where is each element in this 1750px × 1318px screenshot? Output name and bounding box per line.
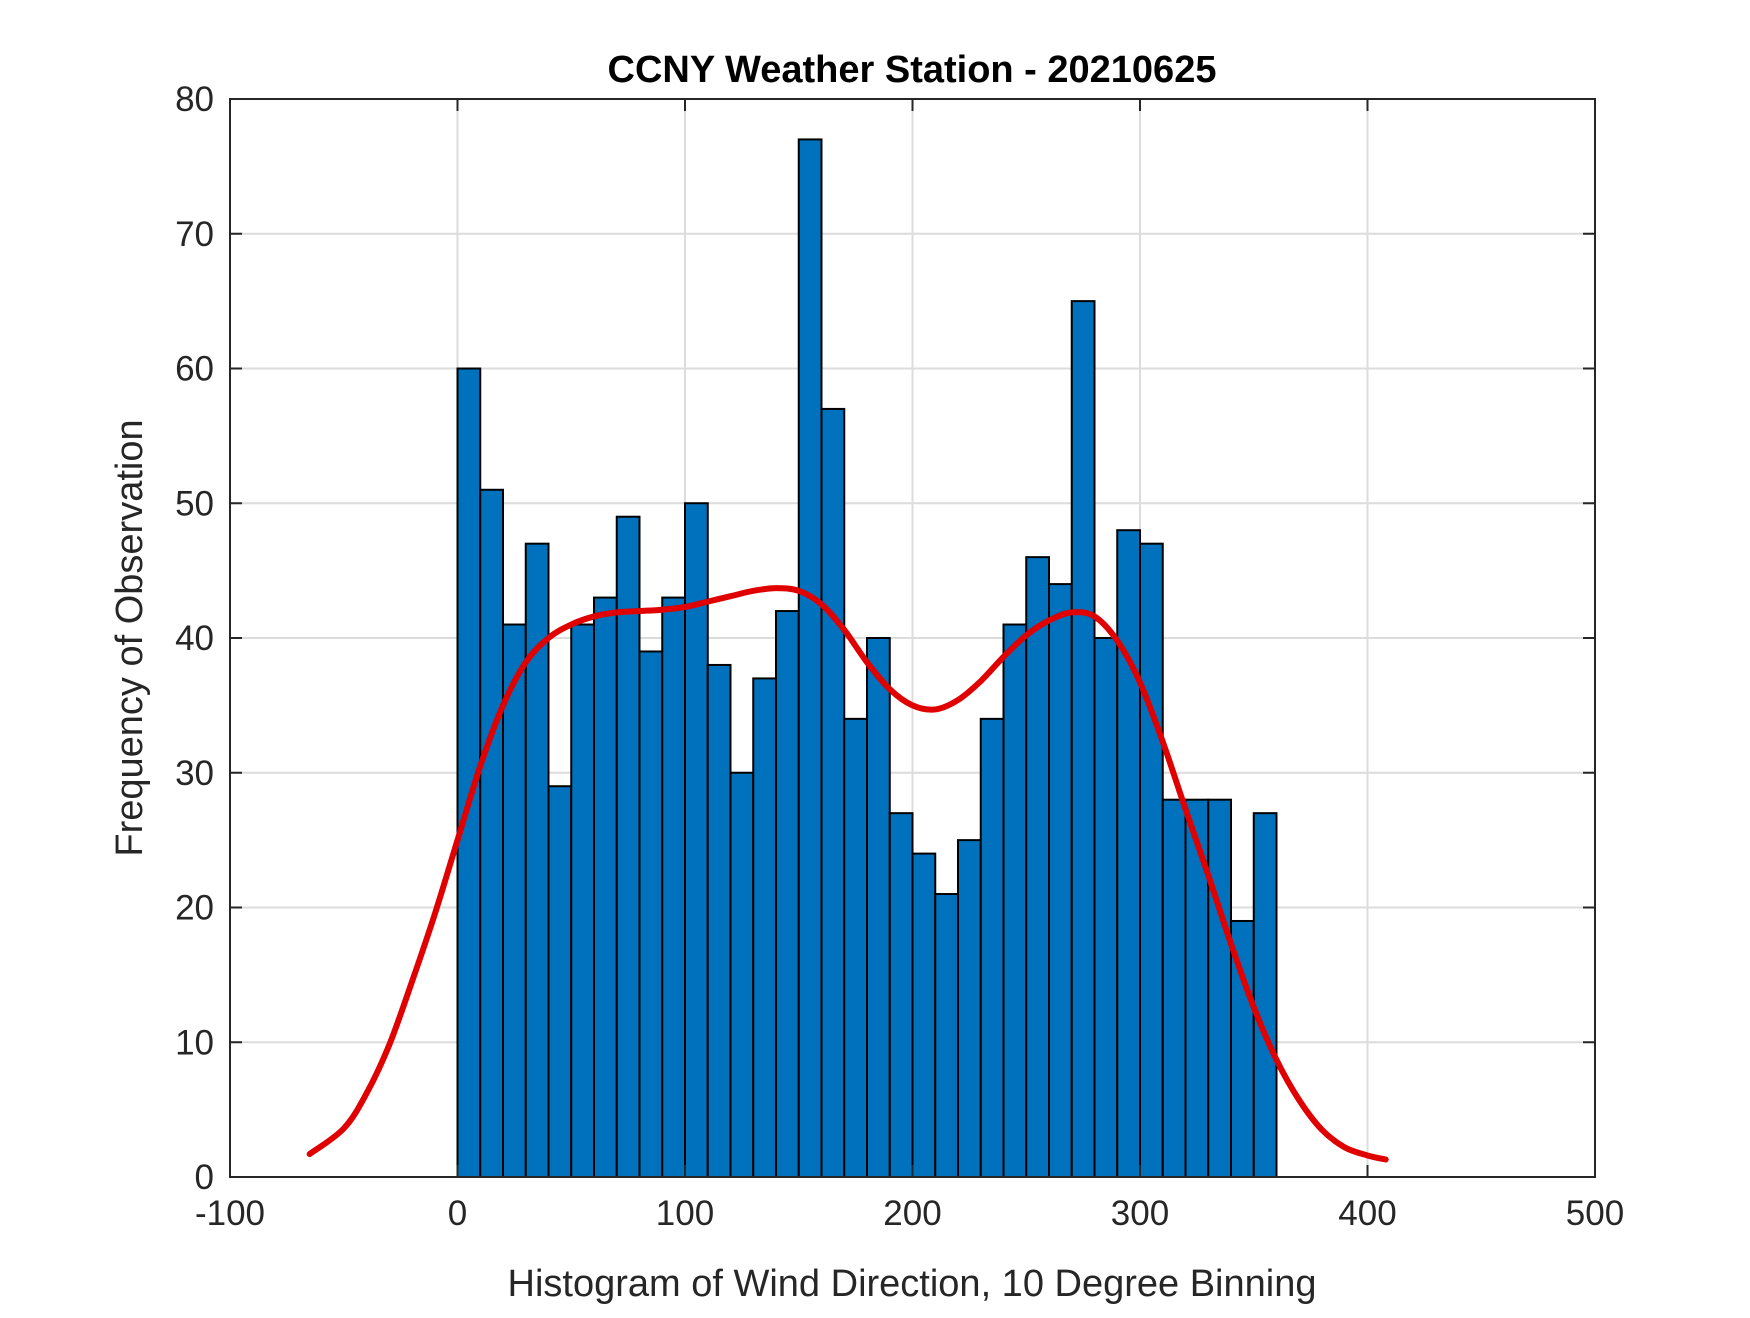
y-axis-label: Frequency of Observation (109, 419, 151, 856)
histogram-bar (615, 515, 641, 1178)
histogram-bar (911, 852, 937, 1178)
x-tick-label: 0 (448, 1194, 467, 1233)
y-tick-label: 70 (175, 215, 214, 254)
histogram-bar (957, 839, 982, 1178)
histogram-bar (775, 610, 800, 1178)
histogram-bar (1048, 583, 1073, 1178)
y-tick-label: 80 (175, 80, 214, 119)
histogram-bar (843, 717, 868, 1178)
histogram-bars (456, 138, 1278, 1179)
histogram-bar (934, 893, 959, 1179)
y-tick-label: 50 (175, 484, 214, 523)
histogram-bar (797, 138, 823, 1178)
chart-title: CCNY Weather Station - 20210625 (608, 49, 1217, 91)
histogram-bar (820, 407, 846, 1178)
histogram-bar (1093, 637, 1119, 1178)
histogram-bar (866, 637, 891, 1178)
histogram-bar (1161, 798, 1187, 1178)
histogram-bar (638, 650, 664, 1178)
histogram-bar (661, 596, 686, 1178)
histogram-bar (1139, 542, 1164, 1178)
x-tick-label: 400 (1338, 1194, 1396, 1233)
histogram-bar (1025, 556, 1050, 1178)
histogram-bar (706, 663, 732, 1178)
histogram-bar (502, 623, 527, 1178)
axis-ticks (229, 98, 1596, 1178)
histogram-bar (547, 785, 573, 1178)
x-tick-label: 100 (656, 1194, 714, 1233)
histogram-bar (752, 677, 777, 1178)
histogram-bar (479, 488, 504, 1178)
y-tick-label: 30 (175, 754, 214, 793)
y-tick-labels: 0 10 20 30 40 50 60 70 80 (175, 80, 214, 1197)
x-tick-label: -100 (195, 1194, 265, 1233)
x-tick-labels: -100 0 100 200 300 400 500 (195, 1194, 1624, 1233)
histogram-bar (1207, 798, 1232, 1178)
histogram-bar (1070, 300, 1096, 1178)
y-tick-label: 60 (175, 350, 214, 389)
histogram-bar (979, 717, 1005, 1178)
y-tick-label: 20 (175, 889, 214, 928)
histogram-bar (1252, 812, 1278, 1178)
histogram-bar (1002, 623, 1028, 1178)
x-tick-label: 200 (883, 1194, 941, 1233)
histogram-bar (888, 812, 914, 1178)
histogram-bar (593, 596, 618, 1178)
x-tick-label: 300 (1111, 1194, 1169, 1233)
fit-curve-line (306, 585, 1389, 1163)
histogram-bar (1116, 529, 1141, 1178)
y-tick-label: 0 (195, 1158, 214, 1197)
histogram-bar (729, 771, 755, 1178)
x-tick-label: 500 (1566, 1194, 1624, 1233)
y-tick-label: 10 (175, 1023, 214, 1062)
histogram-bar (570, 623, 595, 1178)
x-axis-label: Histogram of Wind Direction, 10 Degree B… (508, 1263, 1317, 1305)
y-tick-label: 40 (175, 619, 214, 658)
